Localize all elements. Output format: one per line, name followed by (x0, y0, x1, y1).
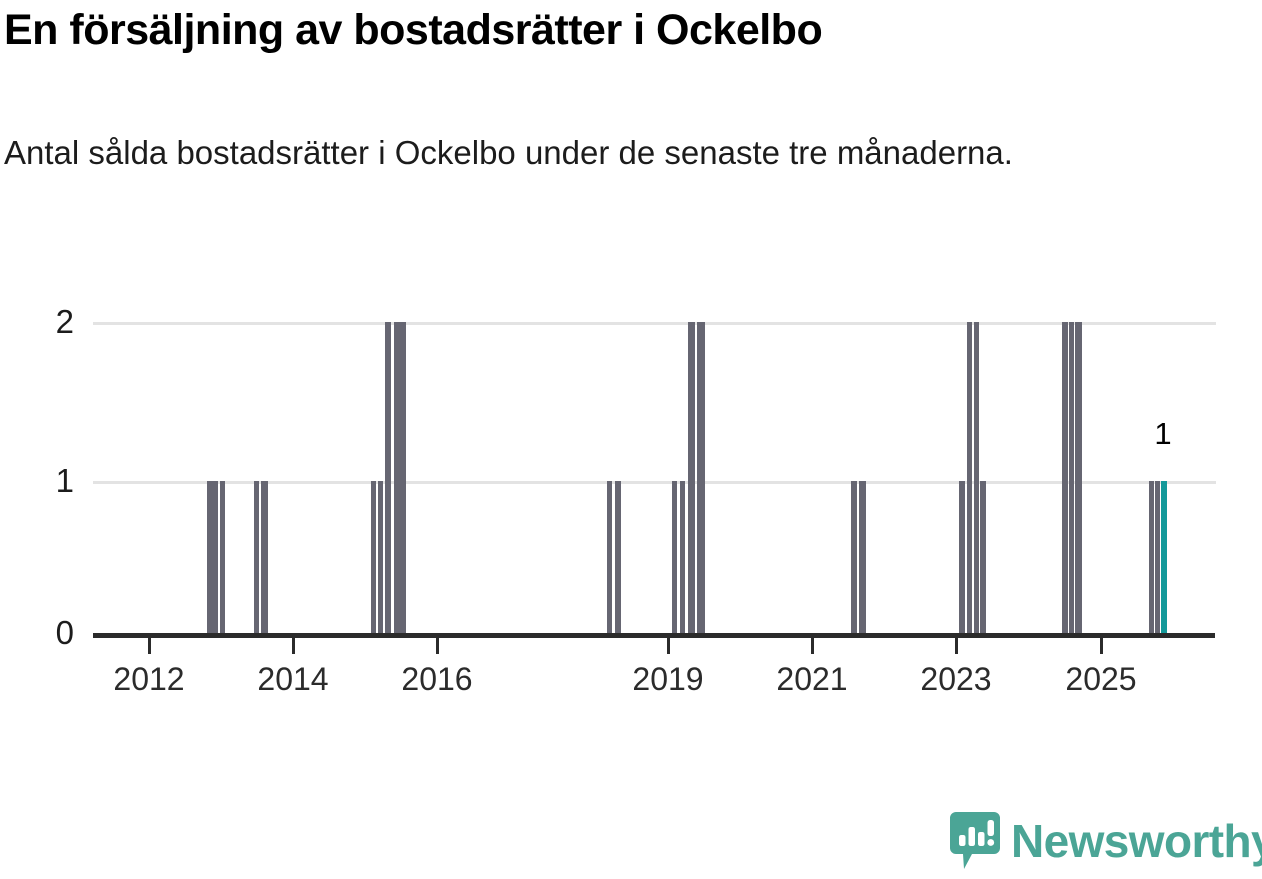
gridline (93, 322, 1216, 325)
bar[interactable] (1149, 481, 1154, 633)
bar[interactable] (959, 481, 965, 633)
bar[interactable] (967, 322, 972, 633)
bar[interactable] (254, 481, 259, 633)
bar[interactable] (615, 481, 621, 633)
x-axis-tick-label: 2021 (776, 661, 848, 697)
y-axis-tick-label: 1 (55, 462, 74, 499)
y-axis-tick-label: 0 (55, 614, 74, 651)
x-axis-tick-label: 2016 (401, 661, 473, 697)
bar[interactable] (394, 322, 406, 633)
bar[interactable] (207, 481, 218, 633)
x-axis-tick (955, 638, 958, 654)
bar[interactable] (680, 481, 685, 633)
bar[interactable] (697, 322, 705, 633)
bar[interactable] (261, 481, 268, 633)
bar[interactable] (672, 481, 677, 633)
page-title: En försäljning av bostadsrätter i Ockelb… (4, 6, 823, 54)
bar[interactable] (851, 481, 857, 633)
bar[interactable] (859, 481, 866, 633)
bar[interactable] (1155, 481, 1160, 633)
logo-wordmark: Newsworthy (1011, 815, 1262, 867)
x-axis-tick (667, 638, 670, 654)
page-subtitle: Antal sålda bostadsrätter i Ockelbo unde… (4, 134, 1013, 171)
x-axis-tick (292, 638, 295, 654)
x-axis-tick-label: 2014 (257, 661, 329, 697)
x-axis-tick (811, 638, 814, 654)
x-axis-tick-label: 2019 (632, 661, 704, 697)
bars-container (0, 290, 1262, 633)
x-axis-tick-label: 2023 (920, 661, 992, 697)
x-axis-tick (436, 638, 439, 654)
x-axis-tick (148, 638, 151, 654)
bar[interactable] (371, 481, 376, 633)
gridline (93, 481, 1216, 484)
bar[interactable] (1075, 322, 1082, 633)
x-axis-tick-label: 2025 (1065, 661, 1137, 697)
bar-highlighted[interactable] (1161, 481, 1167, 633)
bar[interactable] (980, 481, 986, 633)
bar[interactable] (1069, 322, 1074, 633)
newsworthy-logo[interactable]: Newsworthy (950, 812, 1262, 870)
bar[interactable] (220, 481, 225, 633)
bar[interactable] (607, 481, 612, 633)
speech-bubble-bar-chart-icon (950, 812, 1000, 869)
bar[interactable] (974, 322, 979, 633)
bar[interactable] (1062, 322, 1068, 633)
x-axis-tick-label: 2012 (113, 661, 185, 697)
bar[interactable] (385, 322, 391, 633)
bar[interactable] (378, 481, 383, 633)
bar[interactable] (688, 322, 695, 633)
bar-chart: 2 1 0 2012 2014 2016 2019 2021 2023 2025 1 (0, 290, 1262, 710)
x-axis-tick (1100, 638, 1103, 654)
x-axis-line (93, 633, 1215, 638)
y-axis-tick-label: 2 (55, 303, 74, 340)
highlight-bar-value-label: 1 (1154, 416, 1172, 451)
